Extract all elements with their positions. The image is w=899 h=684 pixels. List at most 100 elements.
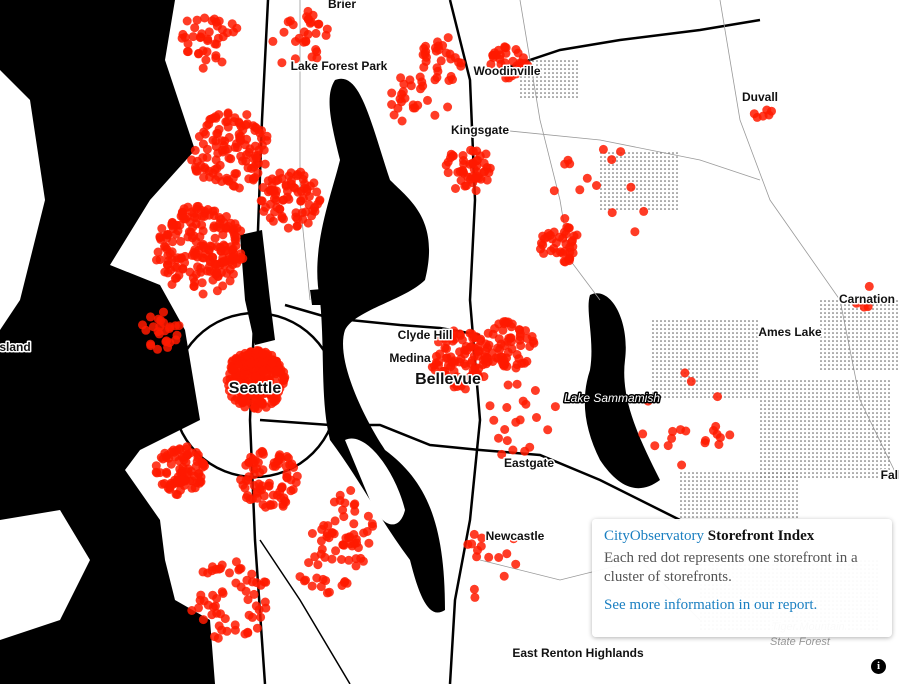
place-label: Lake Forest Park bbox=[291, 59, 388, 73]
storefront-dot bbox=[474, 173, 484, 183]
storefront-dot bbox=[187, 606, 197, 615]
storefront-dot bbox=[171, 335, 181, 345]
storefront-dot bbox=[238, 396, 248, 406]
storefront-dot bbox=[437, 332, 447, 342]
storefront-dot bbox=[242, 350, 252, 360]
storefront-dot bbox=[153, 247, 163, 257]
storefront-dot bbox=[183, 467, 193, 477]
storefront-dot bbox=[396, 73, 406, 83]
storefront-dot bbox=[349, 519, 359, 529]
storefront-dot bbox=[626, 182, 636, 192]
storefront-dot bbox=[299, 27, 309, 37]
storefront-dot bbox=[449, 382, 459, 392]
storefront-dot bbox=[318, 574, 328, 584]
storefront-dot bbox=[630, 227, 640, 237]
storefront-dot bbox=[502, 436, 512, 446]
storefront-dot bbox=[271, 396, 281, 406]
storefront-dot bbox=[547, 234, 557, 244]
storefront-dot bbox=[349, 539, 359, 549]
storefront-dot bbox=[349, 530, 359, 539]
storefront-dot bbox=[175, 220, 185, 230]
storefront-dot bbox=[264, 379, 274, 389]
storefront-dot bbox=[228, 181, 238, 191]
storefront-dot bbox=[346, 486, 356, 495]
storefront-dot bbox=[198, 458, 208, 468]
storefront-dot bbox=[247, 569, 257, 579]
brand[interactable]: CityObservatory bbox=[604, 528, 704, 544]
storefront-dot bbox=[714, 440, 724, 449]
storefront-dot bbox=[193, 469, 203, 479]
storefront-dot bbox=[239, 370, 249, 380]
storefront-dot bbox=[268, 186, 278, 196]
storefront-dot bbox=[242, 110, 252, 120]
storefront-dot bbox=[344, 555, 354, 565]
storefront-dot bbox=[231, 557, 241, 567]
storefront-dot bbox=[259, 577, 269, 587]
storefront-dot bbox=[550, 402, 560, 412]
storefront-dot bbox=[248, 175, 258, 185]
storefront-dot bbox=[277, 375, 287, 385]
storefront-dot bbox=[430, 75, 440, 85]
storefront-dot bbox=[267, 358, 277, 368]
place-label: Clyde Hill bbox=[398, 328, 453, 342]
storefront-dot bbox=[327, 554, 337, 564]
storefront-dot bbox=[208, 275, 218, 285]
storefront-dot bbox=[461, 342, 471, 351]
storefront-dot bbox=[226, 218, 236, 228]
storefront-dot bbox=[252, 623, 262, 633]
storefront-dot bbox=[157, 224, 167, 233]
storefront-dot bbox=[284, 194, 294, 204]
info-icon[interactable]: i bbox=[871, 659, 886, 674]
storefront-dot bbox=[157, 479, 167, 489]
storefront-dot bbox=[162, 467, 171, 477]
storefront-dot bbox=[244, 610, 254, 620]
storefront-dot bbox=[179, 214, 189, 224]
storefront-dot bbox=[211, 136, 221, 146]
report-link[interactable]: See more information in our report. bbox=[604, 597, 818, 613]
storefront-dot bbox=[473, 347, 483, 356]
storefront-dot bbox=[711, 421, 721, 431]
storefront-dot bbox=[173, 253, 183, 263]
storefront-dot bbox=[364, 538, 374, 548]
storefront-dot bbox=[638, 429, 648, 439]
storefront-dot bbox=[423, 95, 432, 105]
storefront-dot bbox=[398, 87, 408, 97]
storefront-dot bbox=[208, 590, 218, 600]
storefront-dot bbox=[243, 163, 253, 173]
storefront-dot bbox=[229, 364, 239, 374]
storefront-dot bbox=[249, 589, 259, 599]
storefront-dot bbox=[725, 430, 735, 440]
storefront-dot bbox=[502, 549, 512, 559]
storefront-dot bbox=[536, 244, 545, 254]
storefront-dot bbox=[313, 19, 323, 29]
storefront-dot bbox=[217, 587, 227, 597]
storefront-dot bbox=[271, 176, 281, 186]
storefront-dot bbox=[440, 343, 450, 353]
storefront-dot bbox=[262, 131, 272, 141]
place-label: Woodinville bbox=[473, 64, 540, 78]
storefront-dot bbox=[258, 447, 268, 457]
storefront-dots bbox=[138, 6, 874, 643]
storefront-dot bbox=[484, 552, 494, 562]
storefront-dot bbox=[479, 167, 489, 177]
storefront-dot bbox=[337, 581, 347, 590]
storefront-dot bbox=[293, 187, 303, 197]
storefront-dot bbox=[288, 485, 298, 495]
storefront-dot bbox=[274, 455, 283, 465]
storefront-dot bbox=[162, 233, 172, 243]
storefront-dot bbox=[466, 145, 476, 155]
storefront-dot bbox=[592, 181, 601, 190]
storefront-dot bbox=[496, 59, 506, 69]
storefront-dot bbox=[527, 332, 537, 341]
storefront-dot bbox=[302, 187, 312, 196]
storefront-dot bbox=[232, 378, 242, 388]
storefront-dot bbox=[444, 76, 454, 85]
storefront-dot bbox=[153, 327, 163, 337]
storefront-dot bbox=[680, 368, 690, 378]
storefront-dot bbox=[430, 110, 440, 120]
storefront-dot bbox=[481, 339, 491, 349]
place-label: Fall bbox=[881, 468, 899, 482]
storefront-dot bbox=[450, 53, 460, 63]
storefront-dot bbox=[560, 246, 570, 256]
storefront-dot bbox=[216, 609, 225, 619]
